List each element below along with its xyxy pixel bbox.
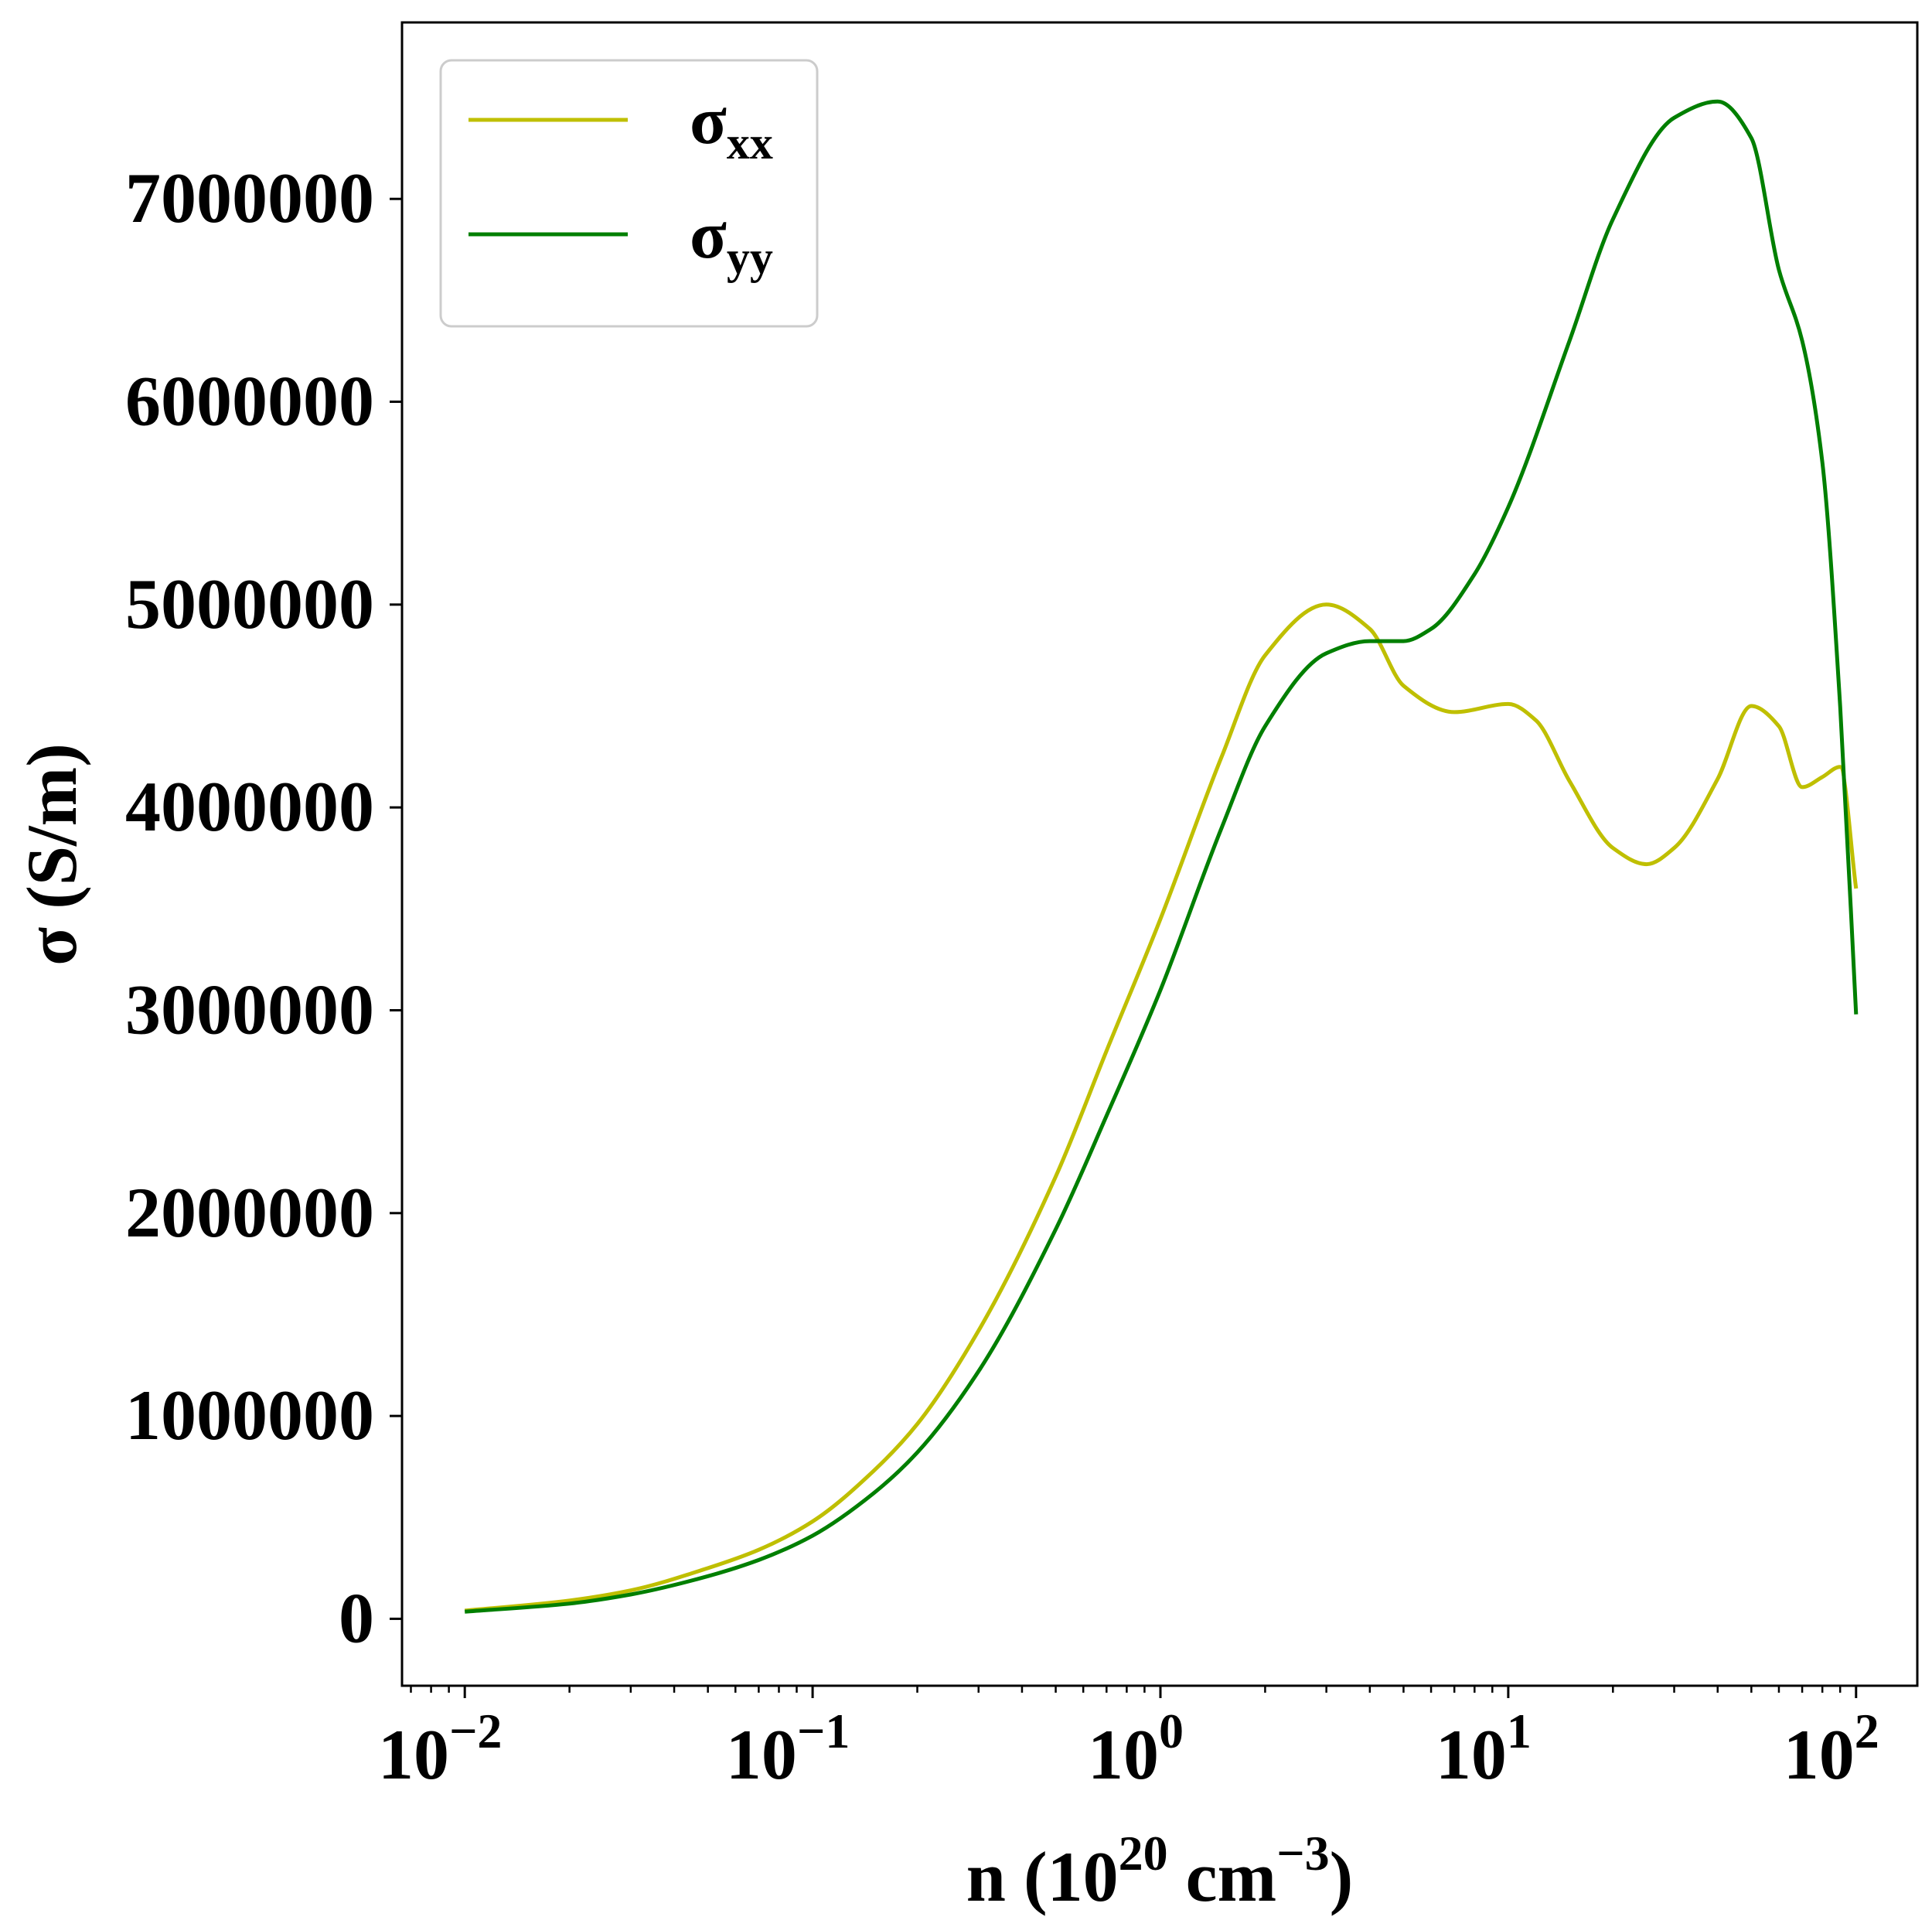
legend-label-sigma-yy-main: σ: [690, 198, 727, 273]
series-line-sigma-xx: [464, 602, 1859, 1613]
x-axis-title: n (1020 cm−3): [966, 1826, 1353, 1916]
x-axis: 10−2 10−1 100 101 102: [378, 1686, 1879, 1794]
y-tick-label: 7000000: [125, 159, 374, 237]
y-tick-label: 4000000: [125, 767, 374, 846]
x-tick-label: 100: [1088, 1704, 1184, 1794]
series-layer: [464, 99, 1859, 1614]
x-tick-label: 101: [1436, 1704, 1532, 1794]
y-tick-label: 1000000: [125, 1376, 374, 1455]
legend: σxx σyy: [439, 59, 819, 328]
y-axis: 0 1000000 2000000 3000000 4000000 5000000 6000…: [125, 159, 402, 1657]
legend-label-sigma-xx-main: σ: [690, 84, 727, 159]
x-tick-label: 10−1: [726, 1704, 850, 1794]
x-axis-title-base: n (10: [966, 1837, 1119, 1916]
x-tick-label: 10−2: [378, 1704, 502, 1794]
y-axis-title: σ (S/m): [12, 743, 91, 966]
y-tick-label: 3000000: [125, 970, 374, 1049]
legend-label-sigma-xx: σxx: [690, 84, 773, 169]
x-axis-title-mid: cm: [1168, 1837, 1276, 1916]
legend-label-sigma-yy: σyy: [690, 198, 773, 283]
x-tick-label: 102: [1784, 1704, 1879, 1794]
legend-box: [439, 59, 819, 328]
legend-label-sigma-yy-sub: yy: [727, 232, 773, 283]
y-tick-label: 5000000: [125, 564, 374, 643]
y-tick-label: 2000000: [125, 1173, 374, 1252]
series-line-sigma-yy: [465, 99, 1859, 1614]
y-tick-label: 0: [339, 1578, 374, 1657]
y-tick-label: 6000000: [125, 362, 374, 441]
x-axis-title-sup1: 20: [1119, 1826, 1168, 1881]
legend-label-sigma-xx-sub: xx: [727, 118, 773, 169]
x-axis-title-sup2: −3: [1276, 1826, 1329, 1881]
x-axis-title-end: ): [1330, 1837, 1354, 1916]
